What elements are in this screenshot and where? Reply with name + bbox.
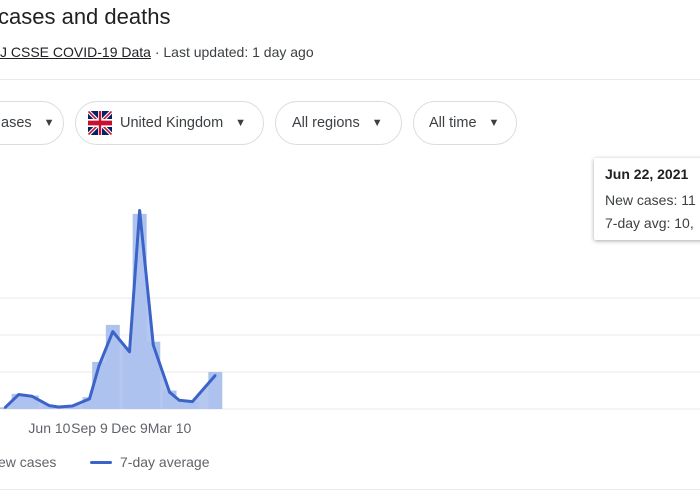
tooltip-average: 7-day avg: 10, [605,215,694,231]
tooltip-new-cases: New cases: 11 [605,192,696,208]
average-point [17,393,20,396]
time-range-dropdown-label: All time [429,115,477,131]
chevron-down-icon: ▼ [488,117,500,129]
average-point [178,399,181,402]
legend-new-cases-label: ew cases [0,454,57,470]
region-dropdown-label: All regions [292,115,360,131]
uk-flag-icon [88,111,112,135]
legend-line-swatch [90,460,112,464]
legend-line-label: 7-day average [120,454,210,470]
cases-chart[interactable]: Jun 10 Sep 9 Dec 9 Mar 10 [0,160,700,440]
average-point [168,390,171,394]
average-point [97,364,101,367]
x-tick-label: Dec 9 [111,420,148,436]
average-point [152,343,155,347]
x-tick-label: Mar 10 [148,420,192,436]
average-point [111,330,115,333]
time-range-dropdown[interactable]: All time ▼ [413,101,517,145]
tooltip-date: Jun 22, 2021 [605,166,689,182]
last-updated-text: · Last updated: 1 day ago [150,44,314,60]
footer-divider [0,489,700,490]
average-point [138,209,141,212]
average-point [88,397,91,401]
average-point [214,374,217,377]
x-tick-label: Sep 9 [71,420,108,436]
country-dropdown-label: United Kingdom [120,115,224,131]
average-point [191,400,194,403]
country-dropdown[interactable]: United Kingdom ▼ [75,101,264,145]
seven-day-average-line [3,208,217,409]
source-link[interactable]: J CSSE COVID-19 Data [0,44,151,60]
x-tick-label: Jun 10 [28,420,70,436]
chevron-down-icon: ▼ [43,117,55,129]
average-point [30,395,34,398]
average-point [128,350,131,353]
region-dropdown[interactable]: All regions ▼ [275,101,402,145]
metric-dropdown[interactable]: ases ▼ [0,101,64,145]
chart-tooltip: Jun 22, 2021 New cases: 11 7-day avg: 10… [594,158,700,240]
header-divider [0,79,700,80]
data-source: J CSSE COVID-19 Data · Last updated: 1 d… [0,44,314,60]
legend-seven-day-average: 7-day average [90,454,210,470]
legend-new-cases: ew cases [0,454,56,470]
chevron-down-icon: ▼ [371,117,383,129]
average-point [71,404,74,408]
new-cases-area [5,210,216,409]
average-point [57,405,60,409]
average-point [3,406,7,409]
metric-dropdown-label: ases [1,115,32,131]
chevron-down-icon: ▼ [235,117,247,129]
page-title: cases and deaths [0,4,171,29]
average-point [48,404,51,407]
